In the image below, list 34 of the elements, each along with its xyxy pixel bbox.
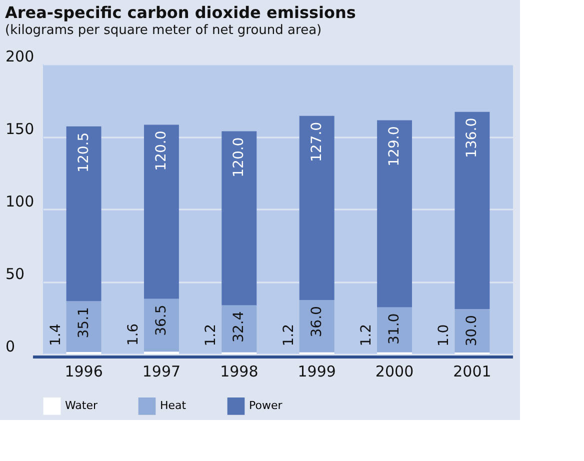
data-label: 1.2 — [280, 324, 297, 346]
legend-label: Water — [65, 399, 98, 412]
data-label: 1.4 — [48, 324, 64, 346]
data-label: 120.0 — [153, 130, 170, 171]
data-label: 120.5 — [76, 132, 92, 172]
y-tick-label: 150 — [6, 120, 34, 138]
chart-subtitle: (kilograms per square meter of net ground area) — [5, 23, 322, 38]
data-label: 1.2 — [203, 324, 220, 346]
y-tick-label: 50 — [6, 265, 25, 283]
x-tick-label: 1996 — [64, 362, 103, 380]
data-label: 36.0 — [308, 306, 325, 338]
data-label: 1.6 — [125, 323, 142, 346]
data-label: 120.0 — [231, 137, 248, 178]
data-label: 31.0 — [386, 313, 403, 344]
y-tick-label: 200 — [6, 48, 34, 66]
data-label: 136.0 — [464, 118, 480, 158]
data-label: 1.0 — [436, 324, 452, 347]
data-label: 35.1 — [76, 307, 92, 338]
y-tick-label: 100 — [6, 192, 34, 210]
x-tick-label: 2000 — [375, 362, 414, 380]
y-tick-label: 0 — [6, 338, 16, 356]
x-tick-label: 1999 — [298, 362, 336, 380]
legend-label: Power — [249, 399, 283, 412]
data-label: 30.0 — [464, 315, 480, 346]
data-label: 127.0 — [308, 122, 325, 162]
data-label: 36.5 — [153, 304, 170, 336]
data-label: 1.2 — [358, 324, 375, 346]
data-label: 129.0 — [386, 126, 403, 166]
x-tick-label: 1997 — [142, 362, 181, 380]
x-tick-label: 1998 — [220, 362, 258, 380]
x-tick-label: 2001 — [453, 362, 492, 380]
legend-label: Heat — [160, 399, 187, 412]
chart-title: Area-specific carbon dioxide emissions — [5, 3, 356, 22]
data-label: 32.4 — [231, 311, 248, 342]
